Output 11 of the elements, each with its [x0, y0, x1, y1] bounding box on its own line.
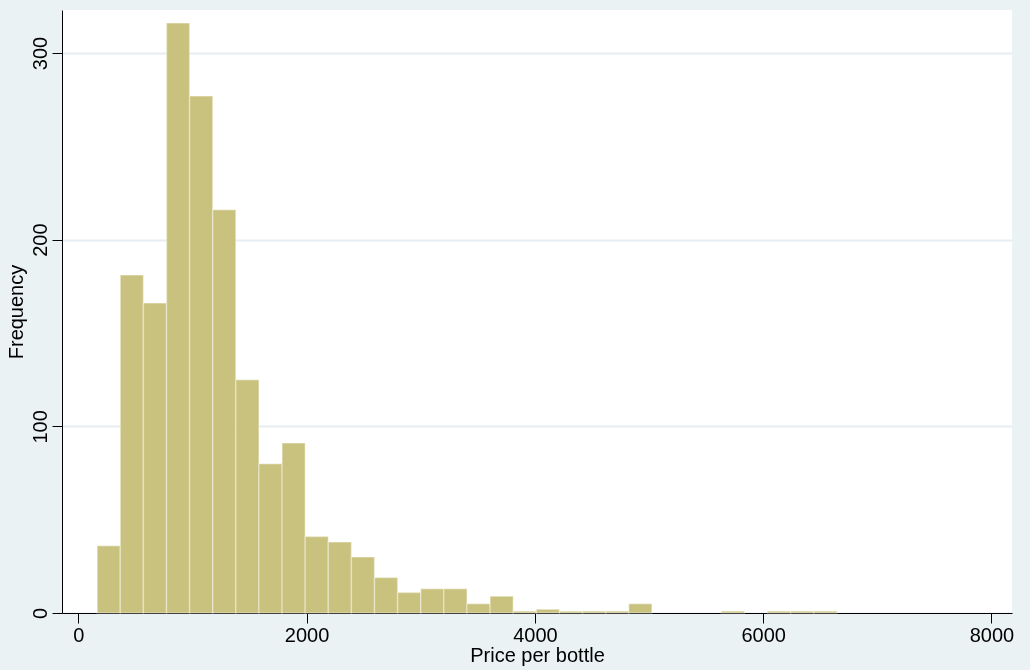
x-tick-label: 0 — [73, 623, 85, 646]
y-tick-label: 100 — [28, 410, 51, 444]
y-axis-title: Frequency — [4, 264, 27, 360]
x-tick-label: 2000 — [284, 623, 330, 646]
y-tick-label: 200 — [28, 223, 51, 257]
x-axis-title: Price per bottle — [470, 643, 605, 666]
x-tick-label: 4000 — [513, 623, 558, 646]
x-tick-label: 6000 — [741, 623, 786, 646]
x-tick-label: 8000 — [969, 623, 1015, 646]
y-tick-label: 300 — [28, 36, 51, 71]
y-tick-label: 0 — [28, 607, 51, 620]
